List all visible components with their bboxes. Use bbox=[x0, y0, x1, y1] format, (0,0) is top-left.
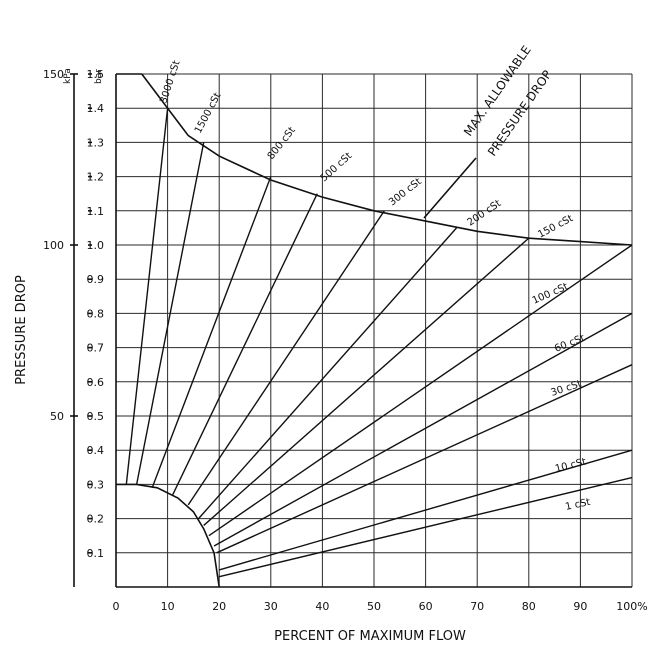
series-label: 200 cSt bbox=[466, 198, 504, 228]
y-tick-label-kpa: 50 bbox=[50, 410, 64, 423]
x-tick-label: 80 bbox=[522, 600, 536, 613]
series-label: 3000 cSt bbox=[158, 59, 182, 105]
series-label: 500 cSt bbox=[319, 151, 355, 185]
x-tick-label: 90 bbox=[573, 600, 587, 613]
series-line bbox=[125, 108, 169, 485]
x-tick-label: 0 bbox=[113, 600, 120, 613]
series-label: 300 cSt bbox=[387, 176, 424, 208]
x-axis-title: PERCENT OF MAXIMUM FLOW bbox=[274, 629, 466, 644]
series-line bbox=[203, 237, 530, 526]
series-label: 60 cSt bbox=[553, 333, 587, 355]
series-label: 100 cSt bbox=[531, 281, 570, 307]
y-unit-kpa: kPa bbox=[63, 68, 73, 84]
y-tick-label-kpa: 100 bbox=[43, 239, 64, 252]
series-line bbox=[172, 193, 318, 495]
series-label: 1 cSt bbox=[564, 497, 591, 513]
x-tick-label: 100% bbox=[616, 600, 647, 613]
y-tick-label-bar: 1.2 bbox=[87, 171, 105, 184]
y-tick-label-bar: 0.5 bbox=[87, 410, 105, 423]
curves bbox=[116, 73, 633, 588]
series-label: 10 cSt bbox=[554, 457, 587, 475]
series-line bbox=[151, 176, 272, 489]
y-tick-label-bar: 1.1 bbox=[87, 205, 105, 218]
x-tick-label: 60 bbox=[419, 600, 433, 613]
series-line bbox=[219, 449, 633, 571]
viscosity-lines bbox=[125, 108, 633, 578]
x-tick-label: 50 bbox=[367, 600, 381, 613]
y-unit-bar: bar bbox=[94, 69, 104, 84]
x-tick-label: 70 bbox=[470, 600, 484, 613]
series-line bbox=[219, 476, 633, 578]
axes bbox=[70, 73, 632, 588]
y-tick-label-kpa: 150 bbox=[43, 68, 64, 81]
series-label: 150 cSt bbox=[536, 213, 575, 241]
y-tick-label-bar: 0.6 bbox=[87, 376, 105, 389]
max-allowable-curve bbox=[141, 73, 633, 246]
grid bbox=[116, 73, 633, 587]
y-axis-title: PRESSURE DROP bbox=[14, 275, 29, 385]
y-tick-label-bar: 0.3 bbox=[87, 478, 105, 491]
x-tick-label: 10 bbox=[161, 600, 175, 613]
y-tick-label-bar: 1.3 bbox=[87, 136, 105, 149]
series-line bbox=[135, 142, 205, 485]
series-line bbox=[208, 244, 633, 537]
y-tick-label-bar: 1.4 bbox=[87, 102, 105, 115]
min-boundary-curve bbox=[116, 483, 220, 588]
series-line bbox=[187, 210, 385, 506]
series-line bbox=[198, 227, 458, 520]
y-tick-label-bar: 1.0 bbox=[87, 239, 105, 252]
series-line bbox=[216, 364, 633, 554]
x-tick-label: 30 bbox=[264, 600, 278, 613]
y-tick-label-bar: 0.4 bbox=[87, 444, 105, 457]
max-allowable-pointer bbox=[423, 157, 477, 219]
max-allowable-label-line1: MAX. ALLOWABLE bbox=[461, 43, 534, 139]
y-tick-label-bar: 0.1 bbox=[87, 547, 105, 560]
y-tick-label-bar: 1.5 bbox=[87, 68, 105, 81]
y-tick-label-bar: 0.2 bbox=[87, 513, 105, 526]
x-tick-label: 40 bbox=[315, 600, 329, 613]
series-line bbox=[213, 312, 633, 547]
y-tick-label-bar: 0.8 bbox=[87, 307, 105, 320]
x-tick-label: 20 bbox=[212, 600, 226, 613]
y-tick-label-bar: 0.9 bbox=[87, 273, 105, 286]
y-tick-label-bar: 0.7 bbox=[87, 342, 105, 355]
